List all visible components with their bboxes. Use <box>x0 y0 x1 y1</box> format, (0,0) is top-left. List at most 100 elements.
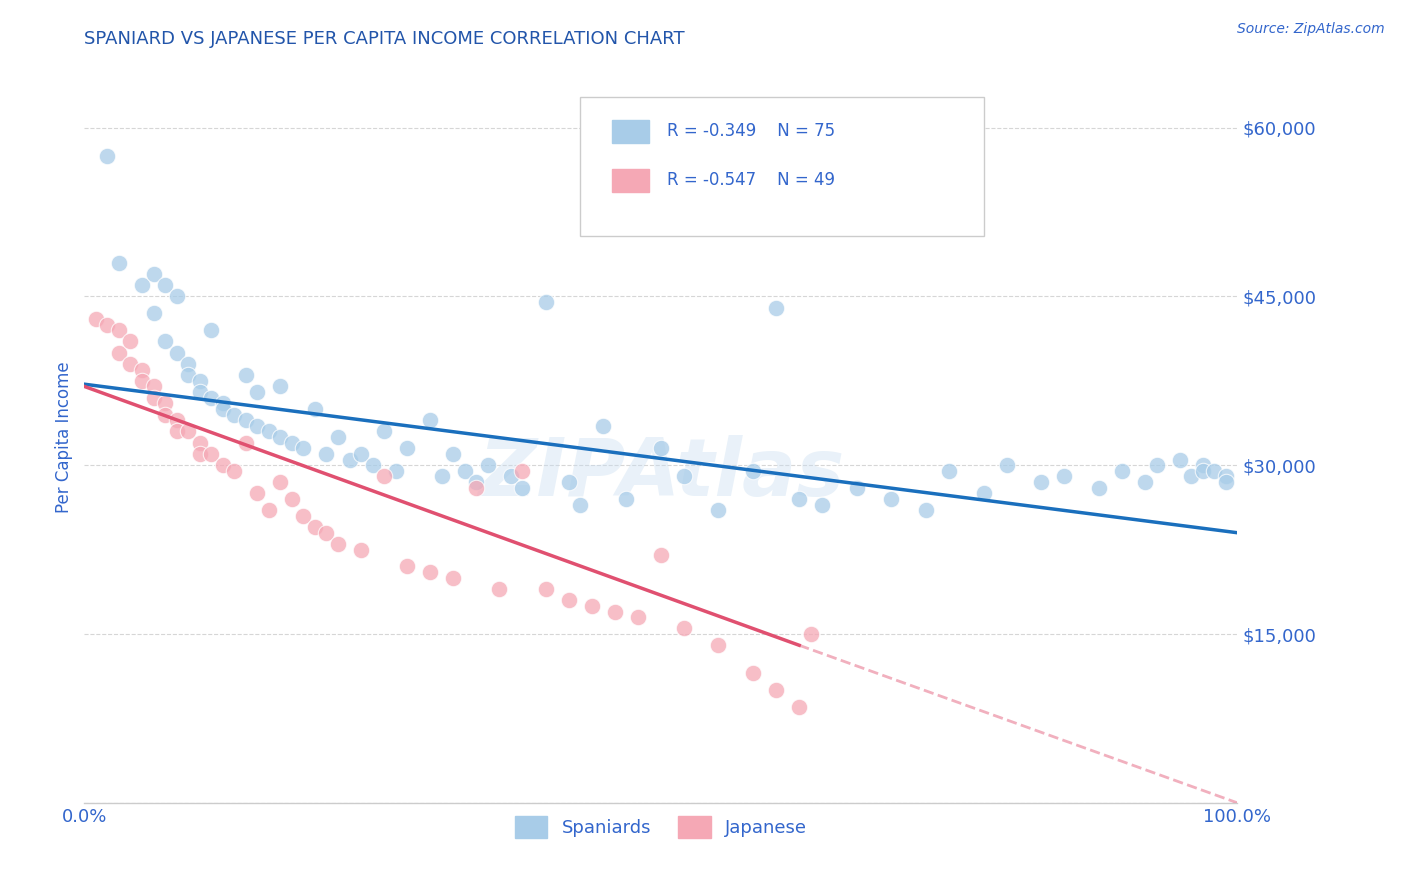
Point <box>142 306 165 320</box>
Point <box>142 379 165 393</box>
Text: R = -0.547    N = 49: R = -0.547 N = 49 <box>666 171 835 189</box>
Point <box>200 447 222 461</box>
Point <box>177 357 200 371</box>
Point <box>973 486 995 500</box>
Point <box>246 486 269 500</box>
Point <box>1215 469 1237 483</box>
Point <box>166 345 188 359</box>
Point <box>384 464 406 478</box>
Point <box>569 498 592 512</box>
Point <box>1168 452 1191 467</box>
Point <box>603 605 626 619</box>
Point <box>188 435 211 450</box>
Point <box>557 475 579 489</box>
Text: R = -0.349    N = 75: R = -0.349 N = 75 <box>666 122 835 140</box>
Point <box>512 481 534 495</box>
Point <box>166 289 188 303</box>
Point <box>512 464 534 478</box>
Point <box>419 565 441 579</box>
Point <box>1146 458 1168 473</box>
Text: ZIPAtlas: ZIPAtlas <box>478 434 844 513</box>
Bar <box>613 169 650 192</box>
Point <box>188 374 211 388</box>
Point <box>166 413 188 427</box>
Point <box>1191 464 1213 478</box>
Point <box>672 469 695 483</box>
Point <box>1133 475 1156 489</box>
Point <box>257 503 280 517</box>
Point <box>166 425 188 439</box>
Point <box>269 379 291 393</box>
Point <box>304 520 326 534</box>
Point <box>811 498 834 512</box>
Point <box>120 357 142 371</box>
Point <box>800 627 823 641</box>
Point <box>465 481 488 495</box>
Point <box>441 447 464 461</box>
Point <box>499 469 522 483</box>
Point <box>441 571 464 585</box>
Text: Source: ZipAtlas.com: Source: ZipAtlas.com <box>1237 22 1385 37</box>
Point <box>488 582 510 596</box>
Point <box>1191 458 1213 473</box>
Point <box>269 475 291 489</box>
Point <box>592 418 614 433</box>
FancyBboxPatch shape <box>581 97 984 236</box>
Point <box>188 385 211 400</box>
Point <box>246 418 269 433</box>
Point <box>465 475 488 489</box>
Point <box>672 621 695 635</box>
Point <box>269 430 291 444</box>
Point <box>96 318 118 332</box>
Point <box>131 374 153 388</box>
Point <box>534 295 557 310</box>
Point <box>707 638 730 652</box>
Point <box>742 666 765 681</box>
Point <box>534 582 557 596</box>
Point <box>765 683 787 698</box>
Point <box>246 385 269 400</box>
Point <box>281 491 304 506</box>
Point <box>315 447 337 461</box>
Point <box>614 491 637 506</box>
Point <box>84 312 107 326</box>
Point <box>142 391 165 405</box>
Point <box>153 334 176 349</box>
Point <box>350 542 373 557</box>
Point <box>211 401 233 416</box>
Point <box>153 396 176 410</box>
Point <box>845 481 868 495</box>
Point <box>350 447 373 461</box>
Point <box>765 301 787 315</box>
Point <box>477 458 499 473</box>
Point <box>142 267 165 281</box>
Point <box>211 458 233 473</box>
Point <box>153 278 176 293</box>
Point <box>1031 475 1053 489</box>
Point <box>177 425 200 439</box>
Point <box>1088 481 1111 495</box>
Point <box>326 537 349 551</box>
Point <box>1053 469 1076 483</box>
Text: SPANIARD VS JAPANESE PER CAPITA INCOME CORRELATION CHART: SPANIARD VS JAPANESE PER CAPITA INCOME C… <box>84 29 685 47</box>
Point <box>396 442 419 456</box>
Point <box>787 491 810 506</box>
Point <box>108 255 131 269</box>
Point <box>200 391 222 405</box>
Point <box>1215 475 1237 489</box>
Point <box>304 401 326 416</box>
Point <box>361 458 384 473</box>
Point <box>200 323 222 337</box>
Point <box>581 599 603 613</box>
Point <box>326 430 349 444</box>
Point <box>224 408 246 422</box>
Point <box>339 452 361 467</box>
Point <box>224 464 246 478</box>
Point <box>1180 469 1202 483</box>
Point <box>995 458 1018 473</box>
Point <box>188 447 211 461</box>
Point <box>938 464 960 478</box>
Point <box>96 149 118 163</box>
Point <box>557 593 579 607</box>
Point <box>257 425 280 439</box>
